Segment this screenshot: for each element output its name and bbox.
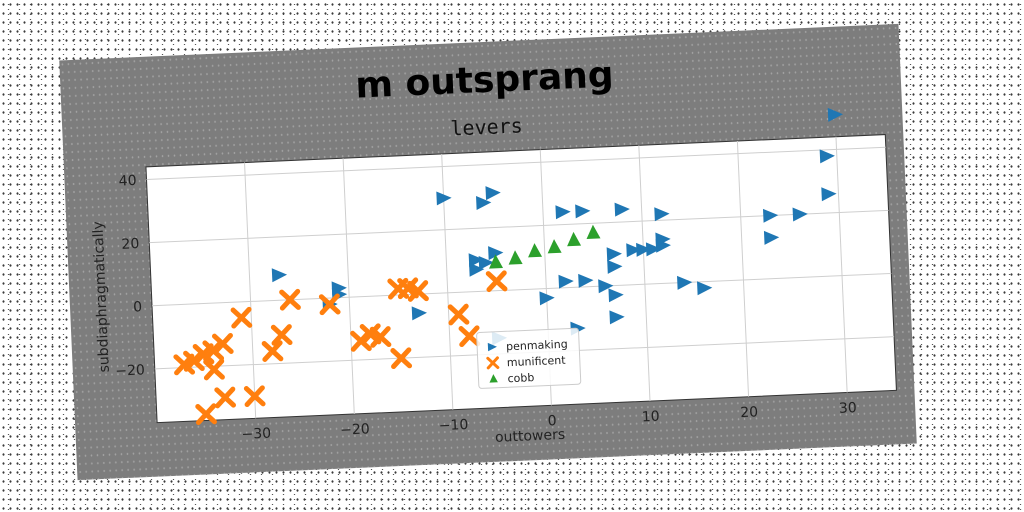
scatter-point: [607, 259, 623, 274]
scatter-point: [626, 243, 642, 258]
scatter-point: [390, 347, 413, 369]
legend-label: penmaking: [506, 338, 568, 354]
markers: [173, 107, 843, 425]
scatter-point: [614, 202, 630, 217]
plot-area: [145, 134, 897, 424]
scatter-point: [407, 280, 429, 302]
y-gridline: [146, 146, 886, 180]
x-gridline: [736, 140, 750, 397]
x-tick-label: −30: [241, 426, 271, 443]
scatter-point: [203, 358, 225, 381]
x-tick-label: 20: [740, 404, 759, 421]
scatter-point: [458, 325, 481, 348]
scatter-point: [655, 232, 671, 247]
x-gridline: [244, 162, 257, 419]
scatter-point: [792, 207, 808, 222]
scatter-point: [528, 243, 543, 258]
scatter-point: [539, 291, 555, 306]
scatter-point: [447, 303, 470, 326]
scatter-point: [411, 306, 427, 321]
scatter-point: [183, 350, 205, 372]
scatter-point: [350, 330, 372, 352]
scatter-point: [575, 204, 591, 219]
scatter-point: [468, 253, 484, 268]
scatter-point: [485, 270, 508, 293]
figure-suptitle: m outsprang: [355, 54, 615, 106]
scatter-point: [270, 324, 293, 346]
x-tick-label: −20: [340, 421, 370, 438]
scatter-point: [488, 246, 504, 261]
y-axis-label: subdiaphragmatically: [90, 221, 113, 373]
scatter-point: [318, 293, 341, 316]
scatter-point: [609, 310, 625, 325]
series-cobb: [489, 224, 601, 269]
legend-label: munificent: [507, 354, 567, 370]
scatter-point: [271, 268, 288, 283]
y-tick-label: 40: [118, 173, 137, 190]
scatter-point: [279, 288, 301, 311]
scatter-point: [469, 262, 485, 277]
scatter-point: [762, 208, 779, 223]
scatter-point: [555, 205, 571, 220]
scatter-point: [489, 254, 504, 269]
scatter-point: [436, 191, 452, 206]
y-tick-label: −20: [115, 362, 145, 379]
scatter-point: [608, 288, 624, 303]
scatter-point: [214, 386, 237, 409]
scatter-point: [508, 250, 523, 265]
legend-marker: [486, 356, 500, 370]
scatter-point: [821, 187, 837, 202]
x-tick-label: 0: [547, 413, 557, 429]
tick-labels: −30 −20 −10 0 10 20 30 −20 0 20 40: [115, 173, 858, 443]
legend-label: cobb: [507, 371, 534, 385]
y-tick-label: 20: [121, 236, 140, 253]
scatter-point: [476, 196, 492, 211]
scatter-point: [558, 274, 574, 289]
scatter-point: [677, 275, 693, 290]
chart-title: levers: [450, 113, 523, 140]
scatter-point: [598, 279, 614, 294]
x-gridline: [835, 136, 848, 393]
scatter-point: [243, 385, 266, 408]
legend-marker: [487, 342, 497, 352]
scatter-point: [645, 242, 662, 257]
x-axis-label: outtowers: [495, 427, 566, 446]
scatter-point: [636, 242, 652, 257]
scatter-point: [485, 186, 501, 201]
scatter-point: [654, 207, 670, 222]
y-gridline: [152, 272, 892, 307]
x-gridline: [638, 145, 651, 402]
y-tick-label: 0: [133, 299, 143, 315]
scatter-point: [195, 403, 217, 425]
scatter-point: [567, 231, 582, 247]
scatter-point: [586, 224, 601, 240]
scatter-chart: m outsprang levers −30 −20 −10 0 10 20 30 −20 0 2…: [90, 54, 897, 446]
scatter-point: [202, 339, 225, 362]
scatter-point: [763, 230, 780, 245]
scatter-point: [819, 149, 835, 164]
scatter-point: [606, 247, 622, 262]
scatter-point: [547, 239, 562, 254]
scatter-point: [827, 107, 843, 122]
scatter-point: [697, 281, 713, 296]
series-munificent: [173, 270, 508, 425]
figure: m outsprang levers −30 −20 −10 0 10 20 30 −20 0 2…: [59, 23, 917, 481]
scatter-point: [261, 340, 284, 362]
scatter-point: [211, 332, 234, 355]
legend-box: [476, 327, 582, 389]
x-tick-label: −10: [438, 417, 468, 434]
scatter-point: [230, 306, 253, 329]
scatter-point: [578, 273, 594, 288]
scatter-point: [369, 326, 392, 348]
x-tick-label: 10: [641, 409, 660, 426]
legend-marker: [489, 374, 498, 383]
x-tick-label: 30: [839, 400, 858, 417]
x-gridline: [342, 158, 355, 415]
